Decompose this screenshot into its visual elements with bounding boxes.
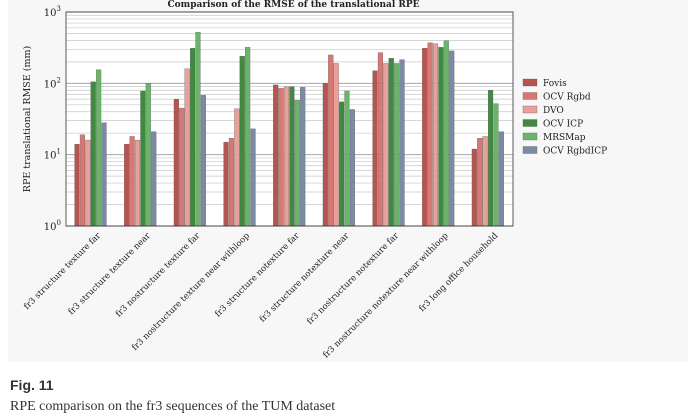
bar-ocv-rgbdicp (399, 59, 405, 227)
bar-mrsmap (443, 40, 449, 227)
legend-swatch (522, 105, 538, 114)
bar-ocv-rgbd (377, 52, 383, 227)
bar-ocv-rgbd (328, 54, 334, 227)
bar-mrsmap (394, 63, 400, 227)
bar-fovis (471, 148, 477, 227)
x-tick-label: fr3 structure texture near (67, 230, 154, 317)
legend-label: OCV ICP (543, 120, 583, 130)
bar-fovis (124, 144, 130, 227)
bar-ocv-rgbd (228, 138, 234, 227)
bar-ocv-icp (488, 90, 494, 227)
legend-label: OCV Rgbd (543, 93, 591, 103)
bar-ocv-icp (190, 48, 196, 227)
bar-mrsmap (493, 103, 499, 227)
bar-ocv-rgbd (278, 88, 284, 227)
bar-dvo (333, 63, 339, 227)
bar-ocv-icp (90, 81, 96, 227)
bar-fovis (173, 99, 179, 227)
legend-label: DVO (543, 106, 564, 116)
bar-mrsmap (96, 69, 102, 227)
bar-dvo (482, 136, 488, 227)
bar-mrsmap (245, 47, 251, 227)
bar-ocv-rgbdicp (498, 131, 504, 227)
y-tick-label: 100 (44, 219, 61, 233)
bar-dvo (383, 63, 389, 227)
bar-ocv-rgbd (129, 136, 135, 227)
legend-swatch (522, 119, 538, 127)
x-tick-label: fr3 structure notexture near (258, 230, 352, 324)
bar-ocv-icp (388, 58, 394, 227)
plot-frame (65, 11, 514, 227)
bar-ocv-rgbdicp (349, 109, 355, 227)
bar-fovis (372, 70, 378, 227)
y-tick-label: 102 (44, 76, 61, 90)
bar-ocv-icp (339, 101, 345, 227)
legend-swatch (522, 78, 538, 87)
bar-fovis (223, 141, 229, 227)
bar-dvo (283, 86, 290, 227)
bar-fovis (422, 48, 428, 227)
bar-dvo (134, 139, 141, 227)
bar-ocv-rgbdicp (449, 50, 455, 227)
bar-ocv-rgbdicp (101, 122, 107, 227)
bar-fovis (322, 83, 328, 227)
bar-mrsmap (145, 83, 151, 227)
bar-ocv-rgbd (427, 42, 433, 227)
bar-dvo (85, 139, 91, 227)
bar-dvo (432, 43, 439, 227)
bar-dvo (234, 108, 240, 227)
x-tick-label: fr3 nostructure notexture far (305, 230, 401, 326)
bar-ocv-rgbd (79, 134, 85, 227)
bar-ocv-rgbdicp (151, 131, 157, 227)
figure-caption: RPE comparison on the fr3 sequences of t… (10, 399, 336, 414)
chart-title: Comparison of the RMSE of the translatio… (168, 0, 420, 10)
figure-label: Fig. 11 (10, 377, 54, 393)
legend-label: Fovis (543, 79, 567, 89)
bar-ocv-rgbdicp (300, 87, 306, 227)
bar-fovis (273, 84, 279, 227)
legend-label: MRSMap (543, 133, 586, 143)
y-tick-label: 103 (44, 5, 61, 19)
bar-ocv-rgbdicp (250, 128, 256, 227)
x-tick-label: fr3 long office household (417, 231, 500, 314)
bar-fovis (74, 144, 80, 227)
bar-ocv-icp (239, 56, 245, 227)
x-tick-label: fr3 nostructure texture far (114, 230, 203, 319)
bar-ocv-rgbd (477, 138, 483, 227)
bar-mrsmap (294, 100, 300, 227)
legend-swatch (522, 146, 538, 154)
bar-ocv-icp (140, 90, 146, 227)
x-tick-label: fr3 structure notexture far (213, 230, 302, 319)
bar-ocv-rgbd (179, 107, 185, 227)
bar-ocv-icp (289, 86, 295, 227)
bar-mrsmap (195, 32, 201, 227)
y-axis-label: RPE translational RMSE (mm) (22, 46, 33, 192)
legend-swatch (522, 92, 538, 100)
bar-ocv-rgbdicp (200, 95, 206, 227)
bar-dvo (184, 68, 190, 227)
bar-ocv-icp (438, 47, 444, 227)
legend-label: OCV RgbdICP (543, 147, 607, 157)
y-tick-label: 101 (44, 148, 61, 162)
x-tick-label: fr3 structure texture far (22, 230, 103, 311)
legend-swatch (522, 132, 538, 141)
bar-mrsmap (344, 90, 350, 227)
figure-panel: 100 101 102 103 fr3 structure texture far fr3… (8, 0, 688, 362)
